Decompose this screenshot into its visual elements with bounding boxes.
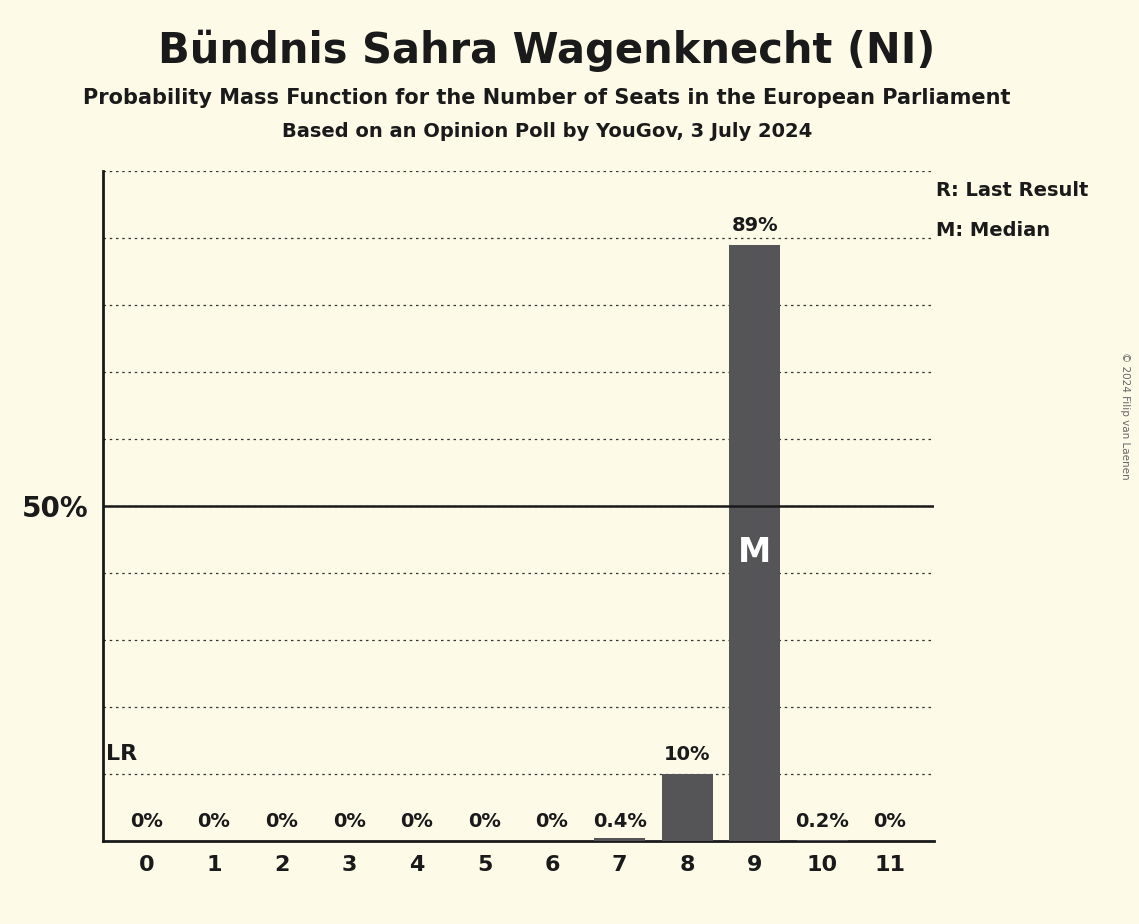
Bar bbox=[595, 838, 645, 841]
Text: LR: LR bbox=[106, 744, 137, 764]
Text: 0.2%: 0.2% bbox=[795, 812, 850, 831]
Text: R: Last Result: R: Last Result bbox=[935, 181, 1088, 200]
Bar bbox=[729, 245, 780, 841]
Text: 0.4%: 0.4% bbox=[592, 812, 647, 831]
Bar bbox=[662, 774, 713, 841]
Text: 0%: 0% bbox=[333, 812, 366, 831]
Text: 0%: 0% bbox=[874, 812, 907, 831]
Text: 0%: 0% bbox=[197, 812, 230, 831]
Text: Probability Mass Function for the Number of Seats in the European Parliament: Probability Mass Function for the Number… bbox=[83, 88, 1010, 108]
Text: 0%: 0% bbox=[401, 812, 433, 831]
Text: Based on an Opinion Poll by YouGov, 3 July 2024: Based on an Opinion Poll by YouGov, 3 Ju… bbox=[281, 122, 812, 141]
Text: 10%: 10% bbox=[664, 745, 711, 764]
Text: 0%: 0% bbox=[468, 812, 501, 831]
Text: M: Median: M: Median bbox=[935, 221, 1050, 240]
Text: 0%: 0% bbox=[535, 812, 568, 831]
Text: 89%: 89% bbox=[731, 215, 778, 235]
Text: Bündnis Sahra Wagenknecht (NI): Bündnis Sahra Wagenknecht (NI) bbox=[158, 30, 935, 72]
Text: M: M bbox=[738, 536, 771, 569]
Text: 0%: 0% bbox=[130, 812, 163, 831]
Bar bbox=[797, 840, 847, 841]
Text: 0%: 0% bbox=[265, 812, 298, 831]
Text: © 2024 Filip van Laenen: © 2024 Filip van Laenen bbox=[1121, 352, 1130, 480]
